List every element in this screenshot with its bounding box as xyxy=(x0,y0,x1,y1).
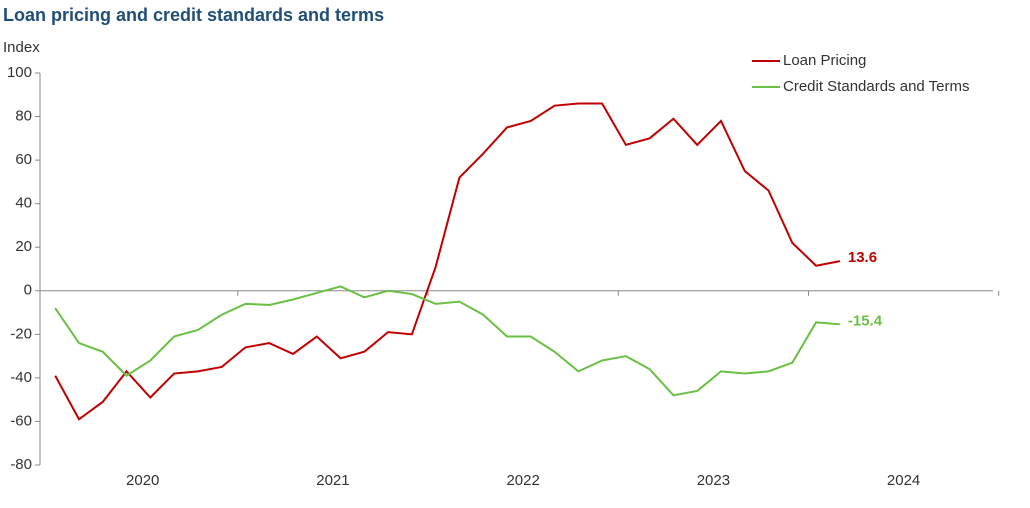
value-label: -15.4 xyxy=(848,312,883,329)
chart-title: Loan pricing and credit standards and te… xyxy=(3,5,384,25)
series-line xyxy=(54,102,841,421)
y-tick-label: 80 xyxy=(15,108,32,125)
y-tick-label: -40 xyxy=(10,369,32,386)
x-tick-label: 2020 xyxy=(126,472,159,489)
y-tick-label: 40 xyxy=(15,195,32,212)
y-tick-label: 60 xyxy=(15,151,32,168)
y-tick-label: -80 xyxy=(10,456,32,473)
legend-label: Loan Pricing xyxy=(783,52,866,69)
value-label: 13.6 xyxy=(848,249,877,266)
y-tick-label: -60 xyxy=(10,412,32,429)
y-tick-label: -20 xyxy=(10,325,32,342)
legend-label: Credit Standards and Terms xyxy=(783,78,969,95)
y-tick-label: 0 xyxy=(24,282,32,299)
y-tick-label: 20 xyxy=(15,238,32,255)
x-tick-label: 2021 xyxy=(316,472,349,489)
x-tick-label: 2023 xyxy=(697,472,730,489)
x-tick-label: 2022 xyxy=(506,472,539,489)
y-tick-label: 100 xyxy=(7,64,32,81)
y-axis-label: Index xyxy=(3,39,40,56)
x-tick-label: 2024 xyxy=(887,472,920,489)
series-line xyxy=(54,285,840,397)
